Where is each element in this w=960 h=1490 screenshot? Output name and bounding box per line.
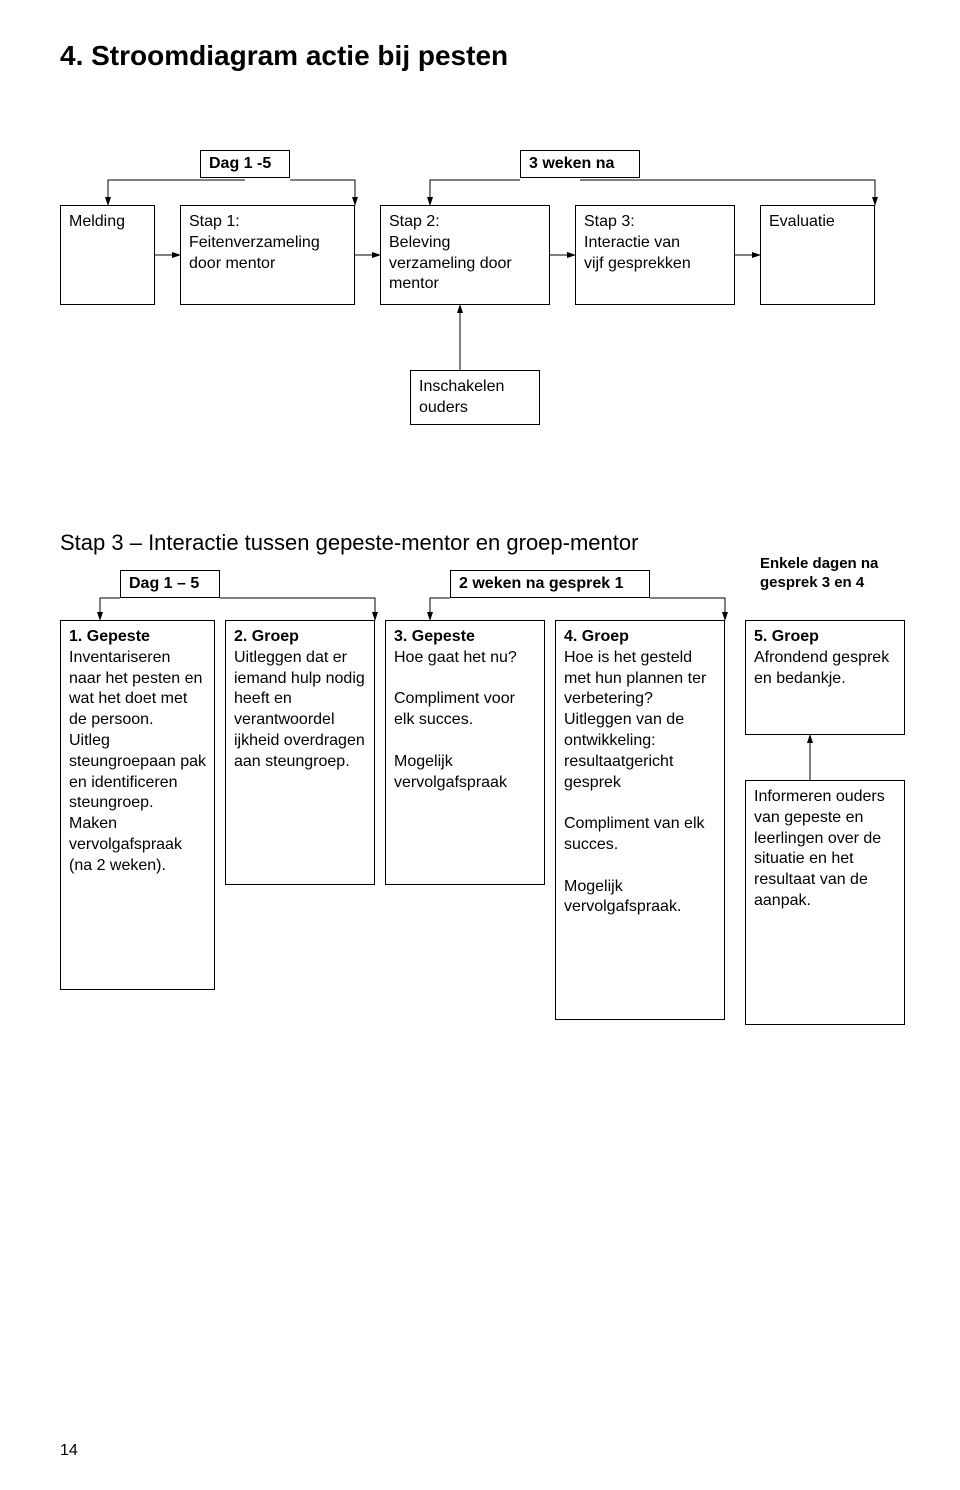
b1-title: 1. Gepeste	[69, 628, 150, 645]
b3-title: 3. Gepeste	[394, 628, 475, 645]
label-3weken-top: 3 weken na	[520, 150, 640, 178]
box-inschakelen: Inschakelen ouders	[410, 370, 540, 425]
box-step1-gepeste: 1. Gepeste Inventariseren naar het peste…	[60, 620, 215, 990]
b1-body: Inventariseren naar het pesten en wat he…	[69, 649, 206, 874]
box-step3-gepeste: 3. Gepeste Hoe gaat het nu? Compliment v…	[385, 620, 545, 885]
label-dag15-top: Dag 1 -5	[200, 150, 290, 178]
label-dag15-bottom: Dag 1 – 5	[120, 570, 220, 598]
box-melding: Melding	[60, 205, 155, 305]
label-2weken-bottom: 2 weken na gesprek 1	[450, 570, 650, 598]
box-evaluatie: Evaluatie	[760, 205, 875, 305]
box-stap1: Stap 1: Feitenverzameling door mentor	[180, 205, 355, 305]
b5-body: Afrondend gesprek en bedankje.	[754, 649, 889, 687]
page-number: 14	[60, 1442, 78, 1460]
b2-title: 2. Groep	[234, 628, 299, 645]
b4-title: 4. Groep	[564, 628, 629, 645]
b5-title: 5. Groep	[754, 628, 819, 645]
b6-body: Informeren ouders van gepeste en leerlin…	[754, 788, 885, 909]
box-stap2: Stap 2: Beleving verzameling door mentor	[380, 205, 550, 305]
section-heading: Stap 3 – Interactie tussen gepeste-mento…	[60, 530, 638, 556]
page-title: 4. Stroomdiagram actie bij pesten	[60, 40, 910, 72]
box-step5-groep: 5. Groep Afrondend gesprek en bedankje.	[745, 620, 905, 735]
b4-body: Hoe is het gesteld met hun plannen ter v…	[564, 649, 706, 916]
b2-body: Uitleggen dat er iemand hulp nodig heeft…	[234, 649, 365, 770]
note-enkele-dagen: Enkele dagen na gesprek 3 en 4	[760, 555, 920, 593]
box-step2-groep: 2. Groep Uitleggen dat er iemand hulp no…	[225, 620, 375, 885]
box-informeren-ouders: Informeren ouders van gepeste en leerlin…	[745, 780, 905, 1025]
box-step4-groep: 4. Groep Hoe is het gesteld met hun plan…	[555, 620, 725, 1020]
b3-body: Hoe gaat het nu? Compliment voor elk suc…	[394, 649, 517, 791]
page: 4. Stroomdiagram actie bij pesten Dag 1 …	[0, 0, 960, 1490]
box-stap3: Stap 3: Interactie van vijf gesprekken	[575, 205, 735, 305]
